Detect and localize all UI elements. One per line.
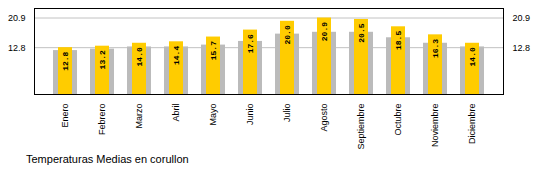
svg-text:Mayo: Mayo: [208, 104, 218, 126]
svg-text:20.9: 20.9: [513, 13, 531, 23]
svg-text:15.7: 15.7: [209, 41, 218, 60]
svg-text:Agosto: Agosto: [319, 104, 329, 132]
svg-text:12.8: 12.8: [8, 43, 26, 53]
svg-text:Noviembre: Noviembre: [430, 104, 440, 148]
svg-text:Abril: Abril: [171, 104, 181, 122]
svg-text:18.5: 18.5: [394, 31, 403, 50]
svg-text:Julio: Julio: [282, 104, 292, 123]
svg-text:Octubre: Octubre: [393, 104, 403, 136]
svg-text:20.5: 20.5: [357, 23, 366, 42]
svg-text:20.0: 20.0: [283, 25, 292, 44]
svg-text:Diciembre: Diciembre: [467, 104, 477, 145]
svg-text:14.4: 14.4: [172, 46, 181, 65]
svg-text:Febrero: Febrero: [97, 104, 107, 136]
svg-text:Septiembre: Septiembre: [356, 104, 366, 150]
svg-text:16.3: 16.3: [431, 39, 440, 58]
html-text:Temperaturas Medias en corullo: Temperaturas Medias en corullon: [26, 153, 189, 165]
svg-text:20.9: 20.9: [8, 13, 26, 23]
svg-text:Enero: Enero: [60, 104, 70, 128]
svg-text:13.2: 13.2: [98, 50, 107, 69]
svg-text:Marzo: Marzo: [134, 104, 144, 129]
svg-text:14.0: 14.0: [135, 47, 144, 66]
svg-text:14.0: 14.0: [468, 47, 477, 66]
svg-text:20.9: 20.9: [320, 22, 329, 41]
svg-text:12.8: 12.8: [513, 43, 531, 53]
svg-text:17.6: 17.6: [246, 34, 255, 53]
svg-text:12.8: 12.8: [61, 51, 70, 70]
svg-text:Junio: Junio: [245, 104, 255, 126]
